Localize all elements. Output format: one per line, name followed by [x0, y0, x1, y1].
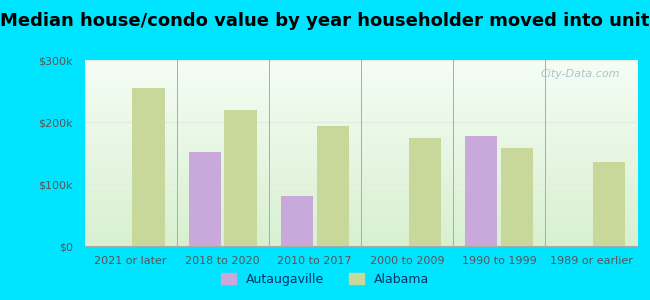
Bar [593, 162, 625, 246]
Bar [188, 152, 221, 246]
Bar [465, 136, 497, 246]
Bar [224, 110, 257, 246]
Text: Median house/condo value by year householder moved into unit: Median house/condo value by year househo… [0, 12, 650, 30]
Legend: Autaugaville, Alabama: Autaugaville, Alabama [216, 268, 434, 291]
Bar [317, 126, 349, 246]
Text: City-Data.com: City-Data.com [541, 69, 620, 79]
Bar [281, 196, 313, 246]
Bar [133, 88, 164, 246]
Bar [500, 148, 533, 246]
Bar [409, 137, 441, 246]
